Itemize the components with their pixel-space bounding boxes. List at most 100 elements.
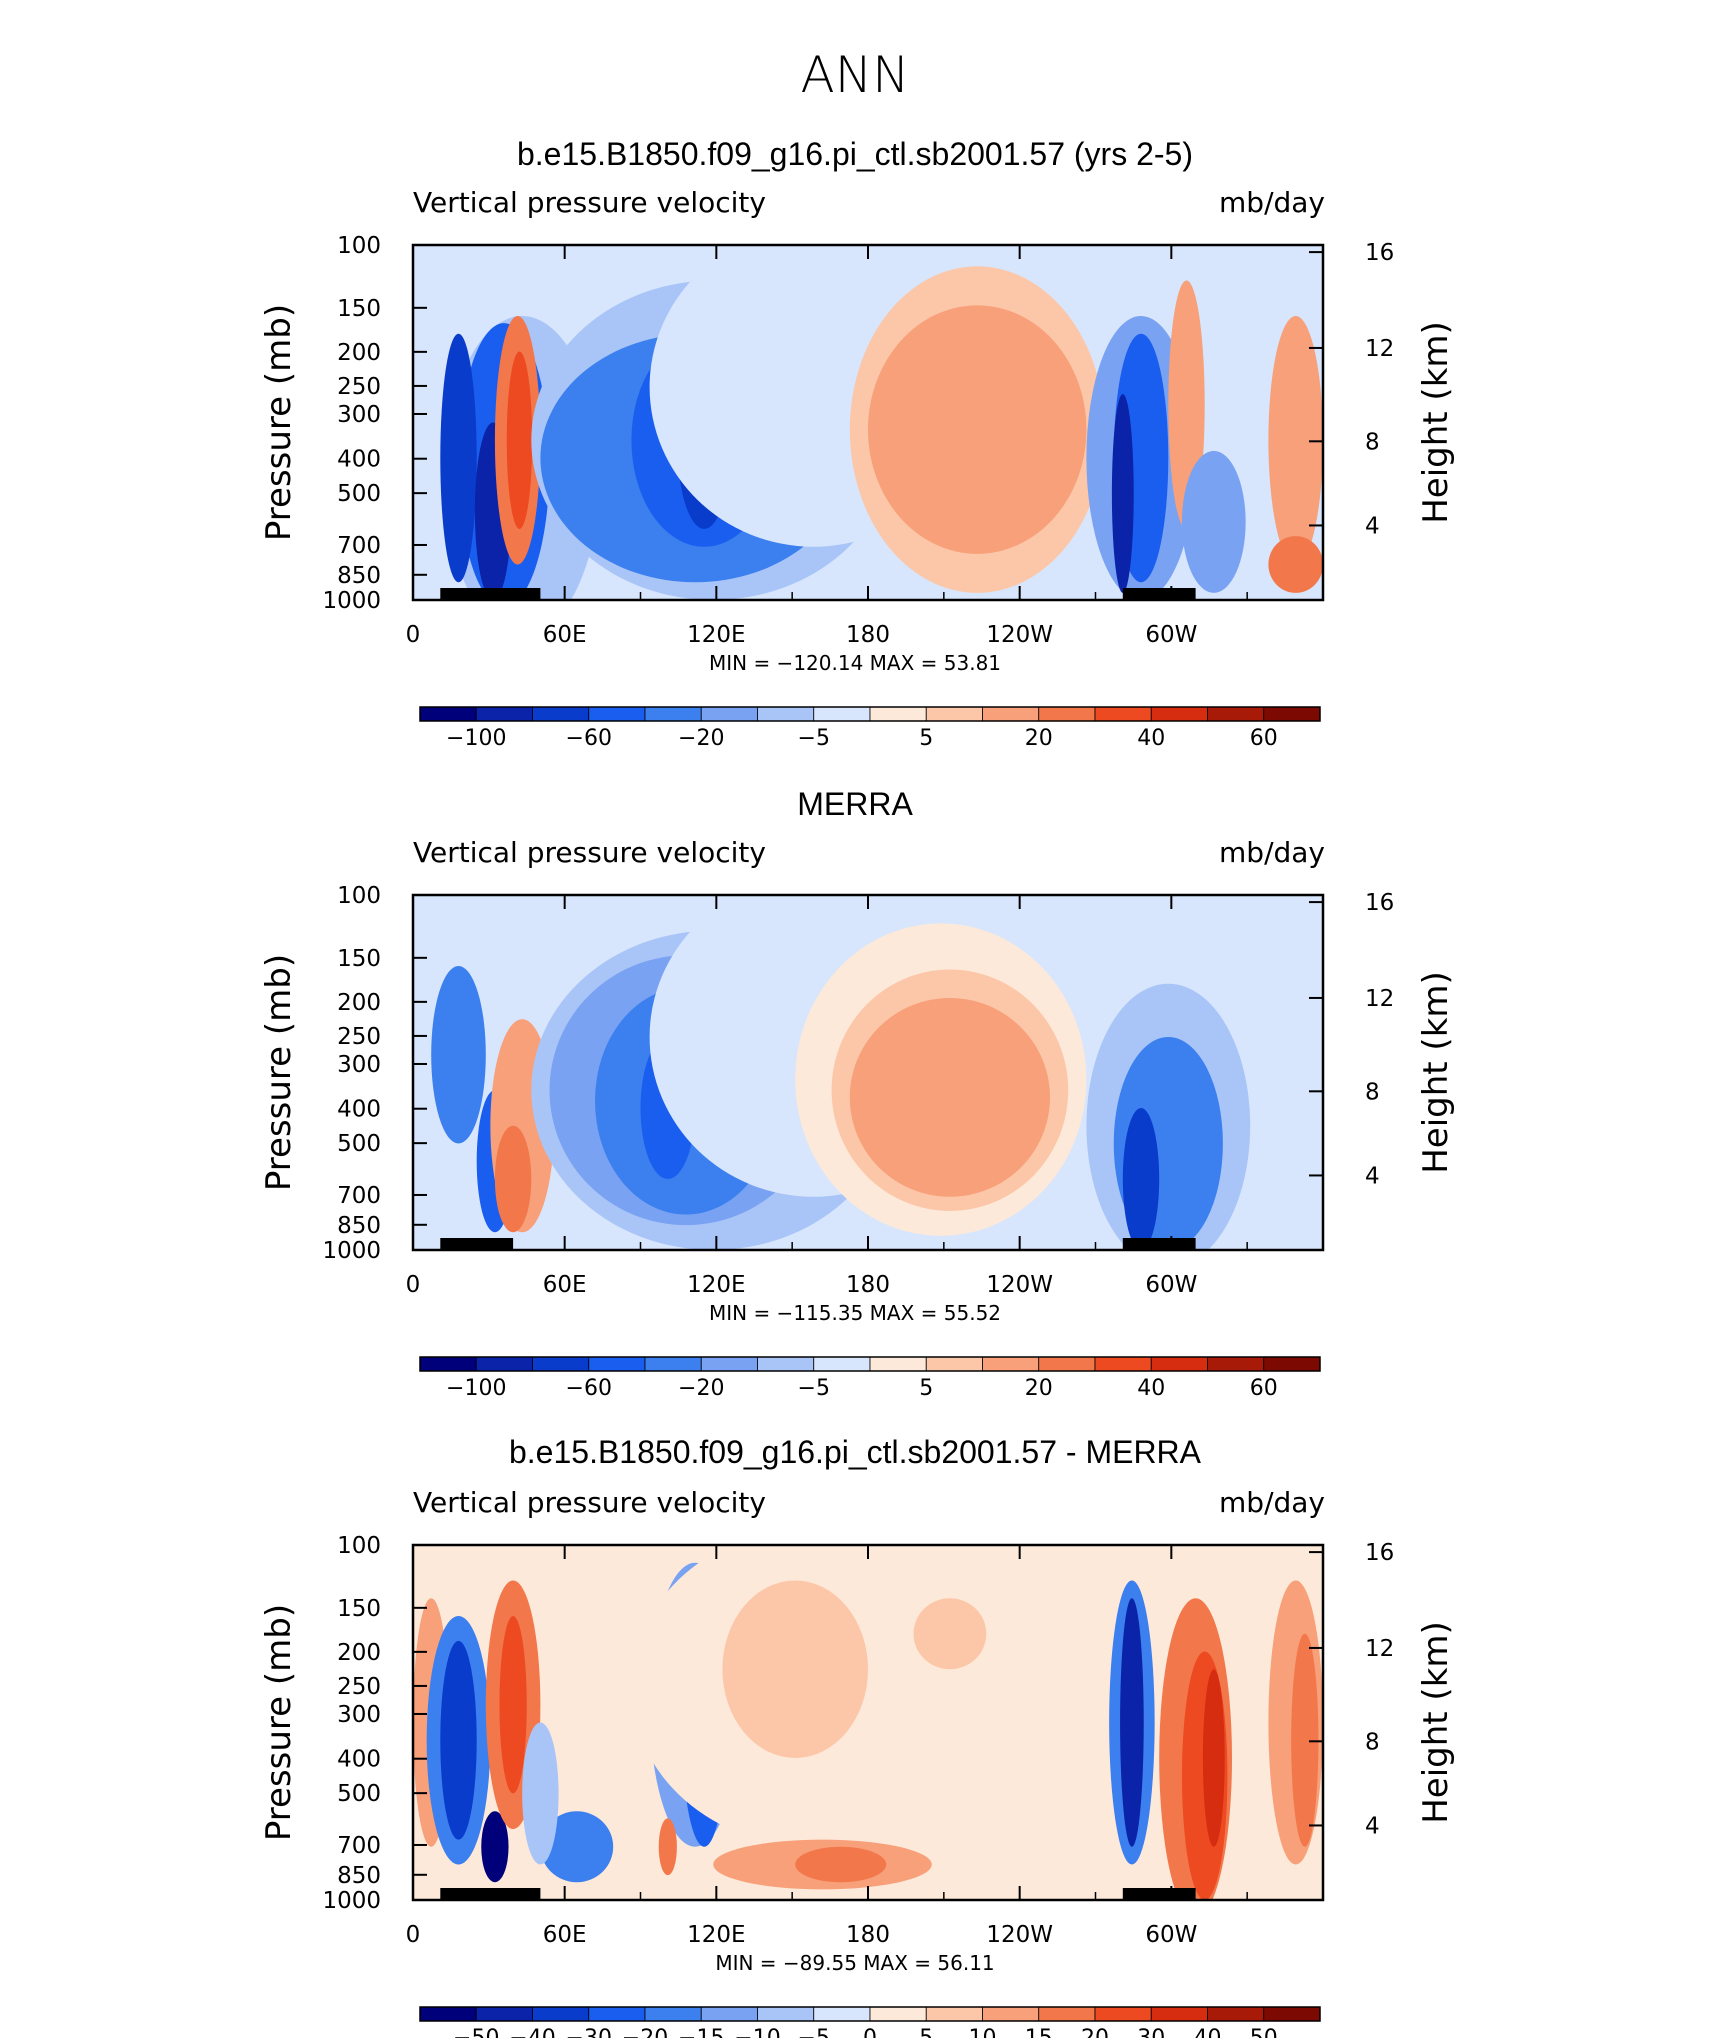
plot-area bbox=[413, 245, 1323, 600]
colorbar-swatch bbox=[925, 2006, 983, 2022]
colorbar-swatch bbox=[1263, 1356, 1321, 1372]
colorbar-swatch bbox=[813, 1356, 871, 1372]
contour-region bbox=[1111, 394, 1134, 593]
colorbar-swatch bbox=[532, 2006, 590, 2022]
panel-3: b.e15.B1850.f09_g16.pi_ctl.sb2001.57 - M… bbox=[259, 1434, 1456, 2038]
colorbar-label: 40 bbox=[1137, 726, 1165, 751]
main-title: ANN bbox=[800, 46, 909, 104]
y-tick-label: 250 bbox=[337, 374, 381, 400]
colorbar-swatch bbox=[700, 1356, 758, 1372]
colorbar-label: −60 bbox=[566, 726, 612, 751]
colorbar-swatch bbox=[588, 706, 646, 722]
y-tick-label: 400 bbox=[337, 447, 381, 473]
colorbar-swatch bbox=[1038, 1356, 1096, 1372]
min-max-stats: MIN = −120.14 MAX = 53.81 bbox=[709, 651, 1001, 675]
y-tick-label: 150 bbox=[337, 296, 381, 322]
colorbar-frame bbox=[419, 2006, 1321, 2022]
colorbar-swatch bbox=[982, 2006, 1040, 2022]
colorbar-swatch bbox=[532, 1356, 590, 1372]
y2-tick-label: 16 bbox=[1365, 240, 1394, 266]
x-tick-label: 60E bbox=[543, 1272, 587, 1298]
y-tick-label: 100 bbox=[337, 233, 381, 259]
units-label: mb/day bbox=[1219, 1486, 1325, 1519]
contour-region bbox=[795, 1846, 887, 1883]
units-label: mb/day bbox=[1219, 186, 1325, 219]
colorbar-swatch bbox=[1207, 2006, 1265, 2022]
panel-title: b.e15.B1850.f09_g16.pi_ctl.sb2001.57 - M… bbox=[509, 1434, 1202, 1470]
colorbar-swatch bbox=[1207, 1356, 1265, 1372]
y-tick-label: 500 bbox=[337, 1131, 381, 1157]
colorbar-swatch bbox=[475, 1356, 533, 1372]
colorbar-label: −100 bbox=[446, 726, 506, 751]
x-tick-label: 120W bbox=[986, 1922, 1053, 1948]
x-tick-label: 120W bbox=[986, 1272, 1053, 1298]
y-tick-label: 150 bbox=[337, 946, 381, 972]
colorbar-swatch bbox=[869, 2006, 927, 2022]
x-tick-label: 120E bbox=[687, 1272, 745, 1298]
y2-tick-label: 4 bbox=[1365, 1813, 1380, 1839]
topography bbox=[485, 588, 514, 600]
colorbar-swatch bbox=[982, 706, 1040, 722]
colorbar-label: −100 bbox=[446, 1376, 506, 1401]
colorbar-swatch bbox=[1094, 2006, 1152, 2022]
contour-region bbox=[440, 1640, 477, 1840]
y-tick-label: 250 bbox=[337, 1674, 381, 1700]
y-tick-label: 100 bbox=[337, 883, 381, 909]
colorbar-swatch bbox=[869, 1356, 927, 1372]
colorbar-swatch bbox=[925, 706, 983, 722]
panel-title: b.e15.B1850.f09_g16.pi_ctl.sb2001.57 (yr… bbox=[517, 136, 1193, 172]
colorbar-swatch bbox=[1094, 706, 1152, 722]
colorbar-swatch bbox=[1263, 2006, 1321, 2022]
colorbar-swatch bbox=[419, 706, 477, 722]
contour-region bbox=[868, 305, 1087, 554]
contour-region bbox=[1268, 316, 1323, 565]
y-tick-label: 1000 bbox=[322, 1238, 381, 1264]
contour-region bbox=[481, 1811, 509, 1883]
y2-tick-label: 16 bbox=[1365, 1540, 1394, 1566]
colorbar-label: −20 bbox=[678, 726, 724, 751]
contour-region bbox=[1286, 1001, 1323, 1215]
y-tick-label: 850 bbox=[337, 1213, 381, 1239]
y-tick-label: 100 bbox=[337, 1533, 381, 1559]
colorbar-label: −5 bbox=[798, 1376, 830, 1401]
panel-2: MERRA Vertical pressure velocity mb/day 100… bbox=[259, 786, 1456, 1401]
contour-region bbox=[494, 1125, 532, 1233]
x-tick-label: 120E bbox=[687, 622, 745, 648]
x-tick-label: 180 bbox=[846, 1272, 890, 1298]
colorbar-label: −15 bbox=[678, 2026, 724, 2038]
colorbar-label: −60 bbox=[566, 1376, 612, 1401]
min-max-stats: MIN = −115.35 MAX = 55.52 bbox=[709, 1301, 1001, 1325]
x-tick-label: 60E bbox=[543, 622, 587, 648]
colorbar-swatch bbox=[1038, 2006, 1096, 2022]
colorbar-swatch bbox=[588, 1356, 646, 1372]
y-tick-label: 1000 bbox=[322, 1888, 381, 1914]
colorbar-swatch bbox=[644, 2006, 702, 2022]
colorbar-label: 5 bbox=[919, 1376, 933, 1401]
colorbar-label: −20 bbox=[622, 2026, 668, 2038]
x-tick-label: 60E bbox=[543, 1922, 587, 1948]
y-tick-label: 700 bbox=[337, 1833, 381, 1859]
y2-tick-label: 8 bbox=[1365, 429, 1380, 455]
colorbar-label: −20 bbox=[678, 1376, 724, 1401]
colorbar-label: 10 bbox=[969, 2026, 997, 2038]
colorbar-swatch bbox=[532, 706, 590, 722]
x-tick-label: 180 bbox=[846, 622, 890, 648]
y2-tick-label: 12 bbox=[1365, 336, 1394, 362]
colorbar-swatch bbox=[757, 706, 815, 722]
colorbar-label: 60 bbox=[1250, 726, 1278, 751]
y-tick-label: 850 bbox=[337, 563, 381, 589]
y-axis-title: Pressure (mb) bbox=[259, 954, 299, 1191]
colorbar-swatch bbox=[419, 2006, 477, 2022]
contour-region bbox=[506, 351, 533, 529]
x-tick-label: 120W bbox=[986, 622, 1053, 648]
colorbar-label: 5 bbox=[919, 726, 933, 751]
y2-tick-label: 12 bbox=[1365, 1636, 1394, 1662]
colorbar-label: 0 bbox=[863, 2026, 877, 2038]
colorbar-label: 20 bbox=[1025, 1376, 1053, 1401]
y-tick-label: 250 bbox=[337, 1024, 381, 1050]
y-tick-label: 500 bbox=[337, 481, 381, 507]
colorbar-label: −5 bbox=[798, 2026, 830, 2038]
contour-region bbox=[1122, 1108, 1160, 1250]
y-tick-label: 1000 bbox=[322, 588, 381, 614]
contour-region bbox=[913, 1598, 987, 1670]
